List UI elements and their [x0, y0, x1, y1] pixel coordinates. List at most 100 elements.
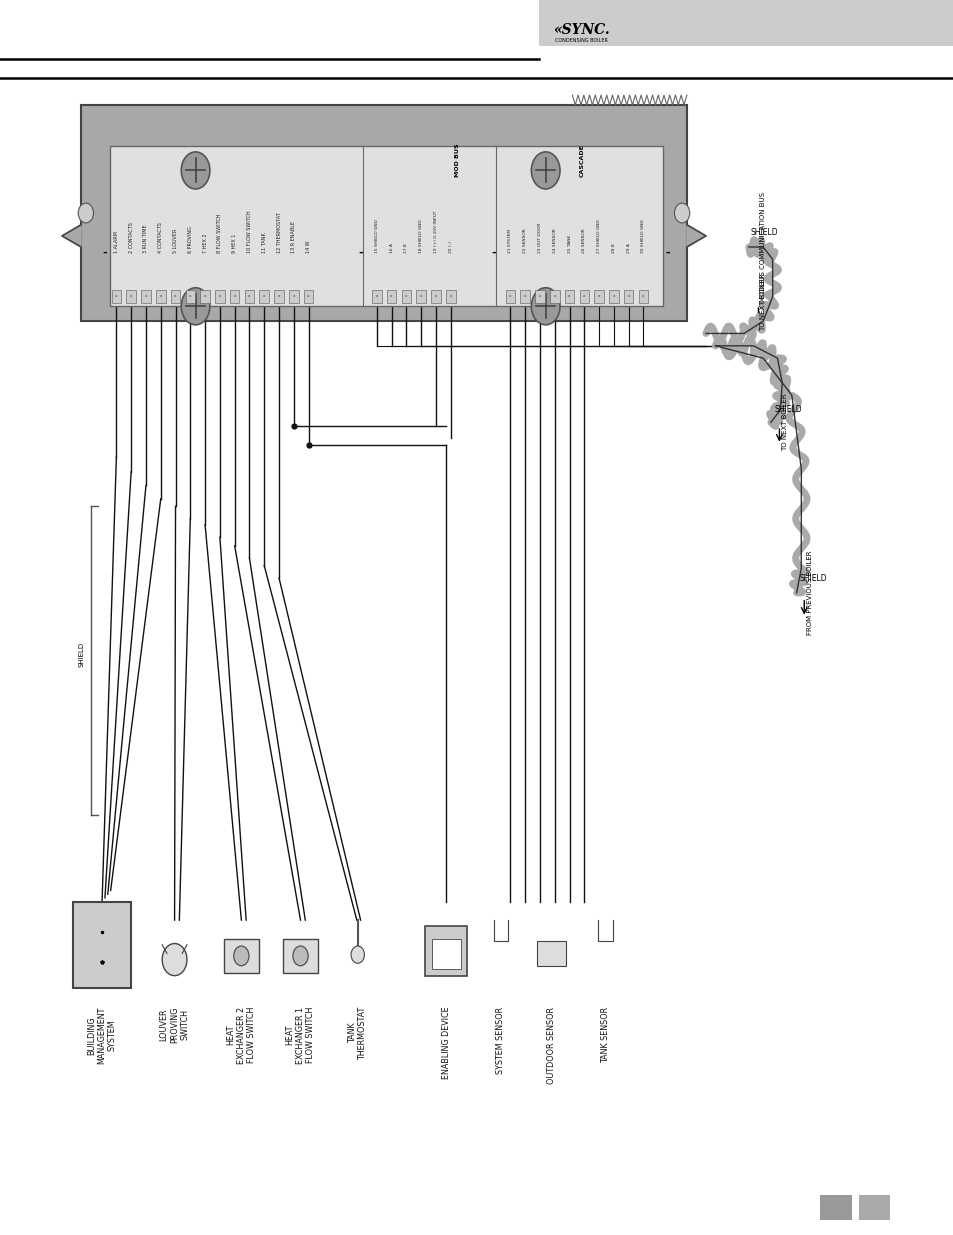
Bar [214, 290, 225, 303]
Text: x: x [582, 294, 585, 299]
Text: 2 CONTACTS: 2 CONTACTS [129, 222, 133, 253]
Text: x: x [233, 294, 235, 299]
Bar [185, 290, 195, 303]
Bar [820, 1195, 851, 1220]
Text: TANK
THERMOSTAT: TANK THERMOSTAT [348, 1007, 367, 1060]
Text: MOD BUS: MOD BUS [455, 143, 460, 178]
Bar [537, 941, 565, 966]
Text: x: x [598, 294, 599, 299]
Circle shape [181, 152, 210, 189]
Bar [432, 939, 460, 969]
Bar [171, 290, 180, 303]
Circle shape [162, 944, 187, 976]
Text: x: x [277, 294, 280, 299]
Text: 9 HEX 1: 9 HEX 1 [232, 233, 237, 253]
Bar [401, 290, 411, 303]
Bar [564, 290, 574, 303]
Text: x: x [174, 294, 176, 299]
Text: 22 SENSOR: 22 SENSOR [522, 228, 527, 253]
Bar [387, 290, 396, 303]
Bar [505, 290, 515, 303]
Text: -: - [665, 248, 669, 258]
Bar [639, 290, 648, 303]
Text: 18 SHIELD GND: 18 SHIELD GND [418, 220, 423, 253]
Bar [126, 290, 136, 303]
Text: «SYNC.: «SYNC. [553, 22, 609, 37]
Text: x: x [307, 294, 310, 299]
Text: 10 FLOW SWITCH: 10 FLOW SWITCH [247, 210, 252, 253]
Text: x: x [553, 294, 556, 299]
Text: 6 PROVING: 6 PROVING [188, 226, 193, 253]
Text: x: x [145, 294, 147, 299]
Bar [224, 939, 258, 973]
Circle shape [531, 288, 559, 325]
Bar [623, 290, 633, 303]
Bar [283, 939, 317, 973]
Text: TANK SENSOR: TANK SENSOR [600, 1007, 610, 1062]
Circle shape [293, 946, 308, 966]
Text: 16 A: 16 A [389, 243, 394, 253]
Bar [112, 290, 121, 303]
Text: 13 R ENABLE: 13 R ENABLE [291, 221, 296, 253]
Text: 8 FLOW SWITCH: 8 FLOW SWITCH [217, 214, 222, 253]
Text: CONDENSING BOILER: CONDENSING BOILER [555, 38, 607, 43]
Text: x: x [189, 294, 192, 299]
Text: x: x [390, 294, 393, 299]
Text: LOUVER
PROVING
SWITCH: LOUVER PROVING SWITCH [159, 1007, 190, 1042]
Bar [549, 290, 558, 303]
Text: 11 TANK: 11 TANK [261, 232, 267, 253]
Text: x: x [159, 294, 162, 299]
Text: BUILDING
MANAGEMENT
SYSTEM: BUILDING MANAGEMENT SYSTEM [87, 1007, 117, 1063]
Text: 19 (+) 0-10V INPUT: 19 (+) 0-10V INPUT [434, 211, 437, 253]
Text: x: x [449, 294, 452, 299]
Text: x: x [405, 294, 407, 299]
Text: 23 OUT DOOR: 23 OUT DOOR [537, 222, 541, 253]
Text: x: x [509, 294, 511, 299]
Polygon shape [686, 225, 705, 247]
Text: 30 SHIELD GND: 30 SHIELD GND [640, 220, 645, 253]
Bar [425, 926, 467, 976]
Text: SYSTEM SENSOR: SYSTEM SENSOR [496, 1007, 505, 1073]
Text: 7 HEX 2: 7 HEX 2 [202, 233, 208, 253]
Circle shape [674, 204, 689, 224]
Text: x: x [293, 294, 294, 299]
Text: HEAT
EXCHANGER 2
FLOW SWITCH: HEAT EXCHANGER 2 FLOW SWITCH [226, 1007, 256, 1063]
Bar [594, 290, 603, 303]
Bar [244, 290, 253, 303]
Circle shape [233, 946, 249, 966]
Text: OUTDOOR SENSOR: OUTDOOR SENSOR [546, 1007, 556, 1083]
Circle shape [181, 288, 210, 325]
Text: SHIELD: SHIELD [78, 642, 84, 667]
Bar [110, 146, 662, 306]
Circle shape [78, 204, 93, 224]
Text: x: x [248, 294, 251, 299]
Text: 12 THERMOSTAT: 12 THERMOSTAT [276, 212, 281, 253]
Text: -: - [103, 248, 107, 258]
Bar [259, 290, 269, 303]
Text: ENABLING DEVICE: ENABLING DEVICE [441, 1007, 451, 1079]
Text: -: - [492, 248, 496, 258]
Bar [538, 0, 953, 46]
Bar [73, 902, 131, 988]
Text: HEAT
EXCHANGER 1
FLOW SWITCH: HEAT EXCHANGER 1 FLOW SWITCH [285, 1007, 315, 1063]
Text: x: x [218, 294, 221, 299]
Bar [274, 290, 283, 303]
Text: 15 SHIELD GND: 15 SHIELD GND [375, 220, 378, 253]
Text: MODBUS COMMUNICATION BUS: MODBUS COMMUNICATION BUS [760, 191, 765, 303]
Text: x: x [375, 294, 377, 299]
Text: 24 SENSOR: 24 SENSOR [552, 228, 557, 253]
Text: SHIELD: SHIELD [774, 405, 801, 414]
Text: 20 (-): 20 (-) [448, 241, 453, 253]
Text: 29 A: 29 A [626, 243, 630, 253]
Bar [81, 105, 686, 321]
Text: 25 TANK: 25 TANK [567, 235, 571, 253]
Text: x: x [419, 294, 422, 299]
Text: x: x [435, 294, 436, 299]
Text: 28 B: 28 B [611, 243, 616, 253]
Text: TO NEXT BOILER: TO NEXT BOILER [781, 394, 787, 451]
Text: x: x [263, 294, 265, 299]
Text: 27 SHIELD GND: 27 SHIELD GND [597, 220, 600, 253]
Text: x: x [612, 294, 615, 299]
Bar [303, 290, 313, 303]
Text: x: x [204, 294, 206, 299]
